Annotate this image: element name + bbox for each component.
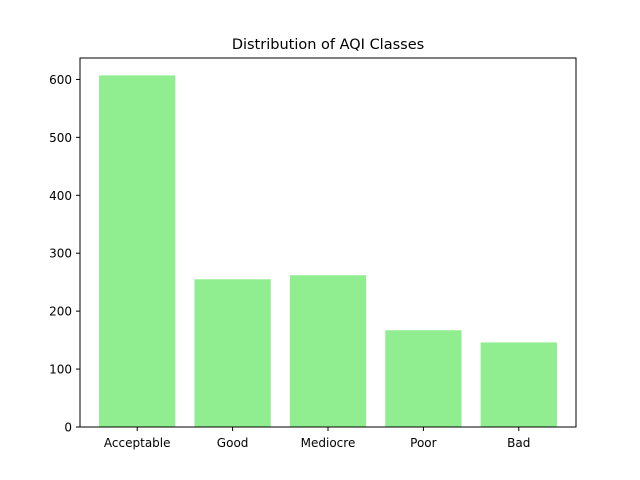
y-tick-label: 400 — [49, 189, 72, 203]
y-tick-label: 500 — [49, 131, 72, 145]
x-tick-label: Mediocre — [301, 436, 356, 450]
y-axis: 0 100 200 300 400 500 600 — [49, 73, 80, 435]
y-tick-label: 100 — [49, 363, 72, 377]
bar-mediocre — [289, 275, 367, 427]
chart-title: Distribution of AQI Classes — [232, 37, 424, 53]
bars-group — [99, 75, 557, 428]
x-tick-label: Good — [217, 436, 249, 450]
x-axis: Acceptable Good Mediocre Poor Bad — [104, 427, 530, 450]
x-tick-label: Poor — [410, 436, 436, 450]
bar-bad — [480, 342, 557, 427]
x-tick-label: Acceptable — [104, 436, 171, 450]
bar-good — [194, 279, 271, 427]
y-tick-label: 300 — [49, 247, 72, 261]
plot-frame — [79, 57, 577, 428]
bar-acceptable — [99, 75, 176, 428]
y-tick-label: 600 — [49, 73, 72, 87]
y-tick-label: 200 — [49, 305, 72, 319]
y-tick-label: 0 — [64, 421, 72, 435]
x-tick-label: Bad — [507, 436, 530, 450]
bar-poor — [385, 330, 462, 427]
